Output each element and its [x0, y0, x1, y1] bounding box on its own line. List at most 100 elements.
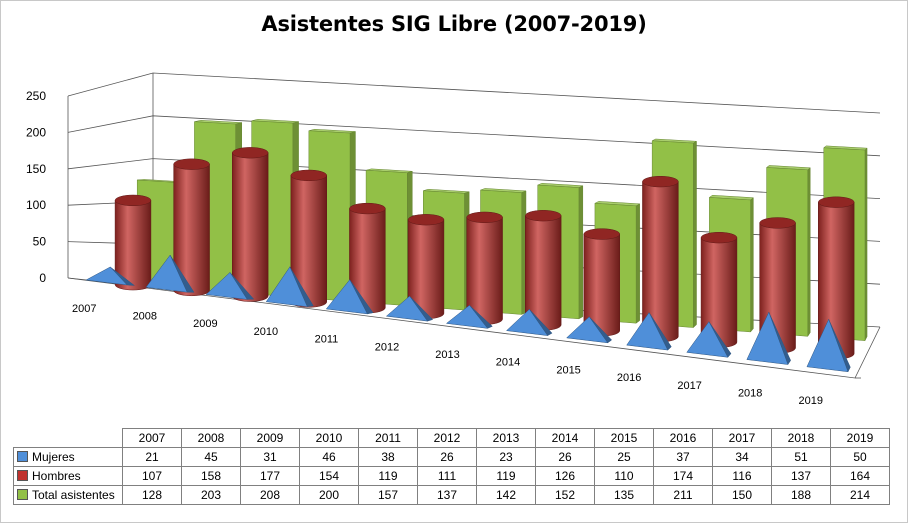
cylinder-body	[173, 163, 210, 297]
cylinder-top	[583, 228, 620, 240]
pyramid-front	[566, 316, 609, 344]
bar-mujeres-2007	[85, 266, 136, 286]
table-cell: 46	[299, 447, 359, 467]
table-cell: 51	[771, 447, 831, 467]
legend-key-icon	[17, 489, 28, 500]
table-cell: 26	[535, 447, 595, 467]
cylinder-top	[525, 210, 562, 222]
table-cell: 128	[122, 485, 182, 505]
pyramid-front	[205, 272, 248, 300]
table-row: Hombres 107 158 177 154 119 111 119 126 110 174 11…	[13, 466, 890, 486]
bar-hombres-2019	[818, 196, 855, 360]
cylinder-top	[759, 217, 796, 229]
y-tick-label: 50	[33, 235, 47, 249]
y-tick-label: 150	[26, 162, 46, 176]
x-tick-label: 2009	[193, 318, 217, 330]
table-cell: 137	[417, 485, 477, 505]
table-corner	[13, 428, 123, 448]
chart-title: Asistentes SIG Libre (2007-2019)	[261, 12, 647, 36]
table-cell: 214	[830, 485, 890, 505]
table-series-label: Total asistentes	[13, 485, 123, 505]
x-tick-label: 2010	[254, 326, 278, 338]
pyramid-front	[265, 266, 308, 307]
bar-mujeres-2019	[806, 318, 851, 373]
table-series-label: Hombres	[13, 466, 123, 486]
x-tick-label: 2014	[496, 357, 520, 369]
bar-hombres-2010	[290, 169, 327, 308]
x-tick-label: 2011	[315, 334, 339, 346]
cylinder-top	[349, 202, 386, 215]
cylinder-top	[232, 147, 269, 159]
table-cell: 203	[181, 485, 241, 505]
y-tick-label: 250	[26, 89, 46, 103]
table-header-cell: 2009	[240, 428, 300, 448]
table-cell: 110	[594, 466, 654, 486]
x-tick-label: 2015	[556, 364, 580, 376]
table-cell: 119	[358, 466, 418, 486]
x-tick-label: 2018	[738, 387, 762, 399]
bar-hombres-2012	[407, 214, 445, 320]
bar-mujeres-2016	[626, 312, 672, 351]
table-cell: 150	[712, 485, 772, 505]
table-header-cell: 2007	[122, 428, 182, 448]
table-header-row: 2007 2008 2009 2010 2011 2012 2013 2014 2015 2016…	[13, 428, 890, 448]
table-cell: 211	[653, 485, 713, 505]
bar-mujeres-2018	[746, 311, 791, 366]
bar-side	[578, 185, 584, 320]
cylinder-top	[642, 175, 679, 188]
pyramid-front	[445, 304, 489, 329]
table-cell: 21	[122, 447, 182, 467]
table-cell: 154	[299, 466, 359, 486]
table-cell: 26	[417, 447, 477, 467]
table-cell: 135	[594, 485, 654, 505]
table-header-cell: 2011	[358, 428, 418, 448]
gridline	[67, 72, 881, 114]
bar-hombres-2013	[466, 211, 503, 325]
cylinder-top	[466, 211, 503, 223]
cylinder-top	[818, 196, 855, 208]
x-tick-label: 2012	[375, 341, 399, 353]
cylinder-top	[173, 158, 210, 170]
bar-mujeres-2014	[505, 308, 553, 336]
table-cell: 31	[240, 447, 300, 467]
table-cell: 38	[358, 447, 418, 467]
table-cell: 188	[771, 485, 831, 505]
table-cell: 158	[181, 466, 241, 486]
bar-hombres-2017	[700, 232, 738, 348]
table-cell: 45	[181, 447, 241, 467]
table-row: Mujeres 21 45 31 46 38 26 23 26 25 37 34 51 50	[13, 447, 890, 467]
table-header-cell: 2016	[653, 428, 713, 448]
bar-side	[864, 147, 868, 341]
table-cell: 107	[122, 466, 182, 486]
bar-hombres-2009	[232, 147, 269, 302]
table-header-cell: 2014	[535, 428, 595, 448]
bar-mujeres-2013	[445, 304, 493, 329]
data-table: 2007 2008 2009 2010 2011 2012 2013 2014 2015 2016…	[13, 428, 890, 505]
table-cell: 152	[535, 485, 595, 505]
table-cell: 174	[653, 466, 713, 486]
table-header-cell: 2017	[712, 428, 772, 448]
pyramid-front	[746, 311, 789, 365]
x-tick-label: 2016	[617, 372, 641, 384]
table-cell: 50	[830, 447, 890, 467]
bar-mujeres-2010	[265, 266, 314, 307]
cylinder-body	[232, 152, 269, 302]
table-series-label: Mujeres	[13, 447, 123, 467]
pyramid-front	[806, 318, 849, 373]
table-cell: 126	[535, 466, 595, 486]
x-tick-label: 2008	[133, 311, 157, 323]
bar-mujeres-2009	[205, 272, 255, 300]
table-cell: 137	[771, 466, 831, 486]
y-tick-label: 100	[26, 198, 46, 212]
x-tick-label: 2019	[798, 395, 822, 407]
cylinder-top	[290, 169, 327, 182]
table-header-cell: 2010	[299, 428, 359, 448]
table-header-cell: 2008	[181, 428, 241, 448]
y-tick-label: 0	[39, 271, 46, 285]
bar-mujeres-2012	[385, 295, 434, 322]
legend-key-icon	[17, 470, 28, 481]
pyramid-front	[145, 254, 188, 293]
table-header-cell: 2012	[417, 428, 477, 448]
table-header-cell: 2018	[771, 428, 831, 448]
table-cell: 37	[653, 447, 713, 467]
